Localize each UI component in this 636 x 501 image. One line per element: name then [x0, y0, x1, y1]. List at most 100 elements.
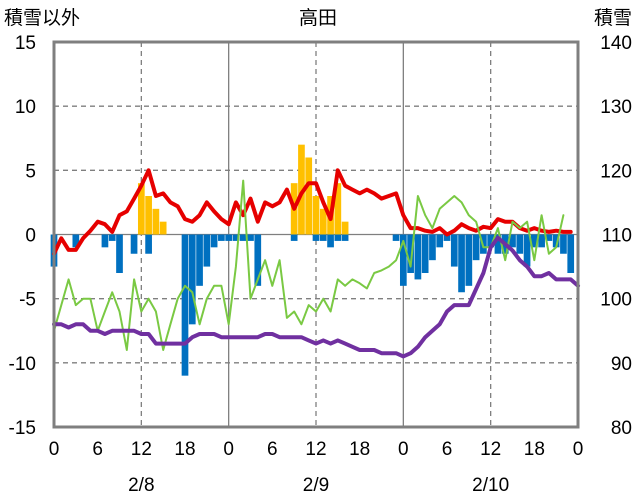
blue-bar	[196, 234, 203, 286]
blue-bar	[523, 234, 531, 267]
orange-bar	[137, 183, 145, 235]
x-tick-label: 18	[349, 439, 370, 460]
blue-bar	[407, 234, 414, 273]
left-tick-label: 0	[25, 226, 36, 247]
plot-frame	[52, 40, 580, 429]
orange-bar	[341, 221, 349, 235]
blue-bar	[399, 234, 407, 286]
x-tick-label: 12	[131, 439, 152, 460]
series-line-1	[52, 168, 573, 256]
chart-title: 高田	[299, 7, 337, 29]
blue-bar	[239, 234, 247, 241]
blue-bar	[116, 234, 123, 273]
left-axis-label: 積雪以外	[4, 7, 80, 29]
blue-bar	[392, 234, 400, 241]
blue-bar	[552, 234, 560, 248]
blue-bar	[247, 234, 254, 241]
blue-bar	[530, 234, 538, 248]
blue-bar	[181, 234, 189, 376]
blue-bar	[225, 234, 233, 241]
orange-bar	[312, 196, 320, 235]
right-tick-label: 140	[600, 33, 632, 54]
blue-bar	[203, 234, 211, 267]
blue-bar	[465, 234, 473, 286]
left-tick-label: 5	[25, 161, 36, 182]
date-label: 2/9	[303, 475, 329, 496]
date-label: 2/10	[472, 475, 509, 496]
x-tick-label: 0	[398, 439, 409, 460]
blue-bar	[421, 234, 429, 273]
blue-bar	[567, 234, 575, 273]
blue-bar	[341, 234, 349, 241]
right-tick-label: 90	[611, 354, 632, 375]
blue-bar	[188, 234, 196, 325]
bars-blue-series	[50, 234, 575, 376]
blue-bar	[560, 234, 567, 254]
blue-bar	[108, 234, 116, 241]
blue-bar	[312, 234, 320, 241]
blue-bar	[254, 234, 262, 286]
orange-bar	[152, 208, 160, 235]
right-tick-label: 80	[611, 418, 632, 439]
left-tick-label: -5	[19, 290, 36, 311]
left-tick-labels: 15 10 5 0 -5 -10 -15	[9, 33, 36, 439]
orange-bar	[334, 183, 342, 235]
right-tick-label: 130	[600, 97, 632, 118]
blue-bar	[290, 234, 298, 241]
x-tick-label: 0	[573, 439, 584, 460]
x-tick-label: 0	[49, 439, 60, 460]
blue-bar	[545, 234, 553, 241]
blue-bar	[327, 234, 334, 248]
x-tick-label: 6	[442, 439, 453, 460]
x-tick-label: 12	[480, 439, 501, 460]
x-tick-labels: 0 6 12 18 0 6 12 18 0 6 12 18 0	[49, 439, 584, 460]
blue-bar	[72, 234, 80, 248]
blue-bar	[414, 234, 422, 280]
right-tick-label: 100	[600, 290, 632, 311]
blue-bar	[436, 234, 444, 248]
blue-bar	[458, 234, 465, 293]
left-tick-label: -10	[9, 354, 36, 375]
blue-bar	[472, 234, 480, 261]
blue-bar	[210, 234, 218, 248]
blue-bar	[429, 234, 436, 261]
x-tick-label: 0	[223, 439, 234, 460]
left-tick-label: -15	[9, 418, 36, 439]
orange-bar	[319, 208, 327, 235]
x-tick-label: 6	[92, 439, 103, 460]
blue-bar	[101, 234, 109, 248]
blue-bar	[232, 234, 240, 241]
blue-bar	[319, 234, 327, 241]
orange-bar	[159, 221, 167, 235]
blue-bar	[145, 234, 152, 254]
left-tick-label: 15	[15, 33, 36, 54]
blue-bar	[450, 234, 458, 267]
x-tick-label: 18	[174, 439, 195, 460]
series-line-3	[52, 235, 580, 359]
line-series	[52, 168, 580, 359]
blue-bar	[334, 234, 342, 241]
date-label: 2/8	[128, 475, 154, 496]
blue-bar	[516, 234, 524, 254]
blue-bar	[487, 234, 495, 248]
x-tick-label: 6	[267, 439, 278, 460]
right-tick-label: 120	[600, 161, 632, 182]
series-line-2	[53, 179, 565, 351]
x-tick-label: 18	[524, 439, 545, 460]
right-tick-label: 110	[602, 226, 632, 247]
blue-bar	[130, 234, 138, 254]
blue-bar	[509, 234, 516, 248]
date-labels: 2/8 2/9 2/10	[128, 475, 509, 496]
orange-bar	[298, 144, 305, 235]
left-tick-label: 10	[15, 97, 36, 118]
right-tick-labels: 140 130 120 110 100 90 80	[600, 33, 632, 439]
orange-bar	[145, 196, 152, 235]
blue-bar	[443, 234, 451, 241]
orange-bar	[305, 157, 313, 235]
blue-bar	[218, 234, 225, 241]
blue-bar	[494, 234, 502, 254]
right-axis-label: 積雪	[594, 7, 632, 29]
blue-bar	[538, 234, 545, 248]
x-tick-label: 12	[305, 439, 326, 460]
